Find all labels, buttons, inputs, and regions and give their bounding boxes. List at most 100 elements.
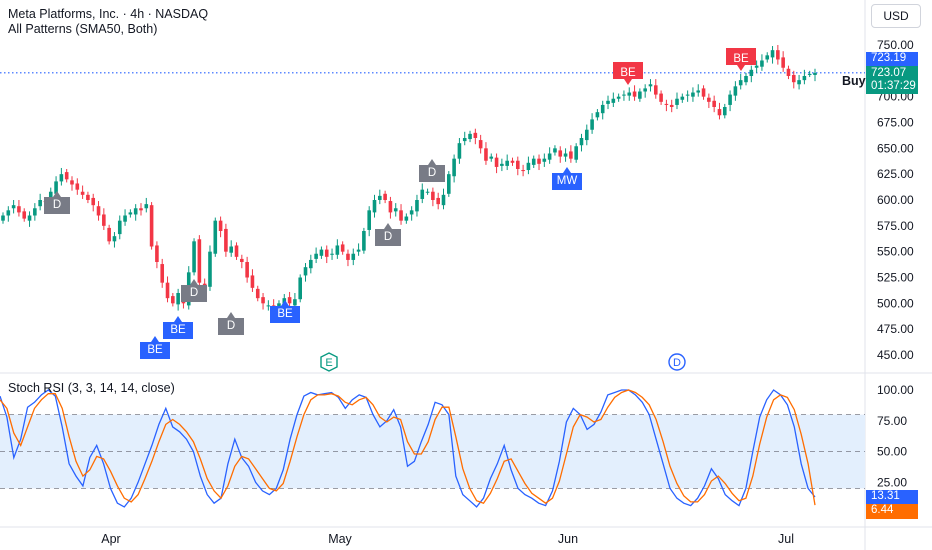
candle-body — [144, 204, 149, 209]
candle-body — [807, 73, 812, 75]
pattern-label-shape — [419, 159, 445, 182]
candle-body — [250, 275, 255, 288]
candle-body — [791, 74, 796, 83]
candle-body — [335, 245, 340, 255]
candle-body — [802, 76, 807, 81]
countdown-value: 01:37:29 — [871, 80, 916, 92]
candle-body — [367, 210, 371, 230]
pattern-label[interactable]: D — [419, 159, 445, 182]
candle-body — [340, 244, 345, 252]
rsi-title[interactable]: Stoch RSI (3, 3, 14, 14, close) — [8, 381, 175, 395]
candle-body — [813, 72, 817, 75]
dividend-marker[interactable]: D — [668, 353, 686, 371]
earnings-icon — [320, 352, 338, 372]
pattern-label[interactable]: D — [375, 223, 401, 246]
candle-body — [319, 249, 324, 256]
candle-body — [547, 153, 552, 160]
candle-body — [255, 288, 260, 299]
candle-body — [33, 208, 37, 216]
candle-body — [155, 245, 159, 262]
candle-body — [441, 194, 446, 206]
candle-body — [346, 253, 350, 260]
pattern-label-text: D — [53, 199, 61, 211]
candle-body — [160, 264, 165, 283]
pattern-label-shape — [44, 191, 70, 214]
candle-body — [712, 100, 716, 107]
candle-body — [11, 205, 16, 209]
pattern-label-text: BE — [147, 344, 163, 356]
pattern-label[interactable]: BE — [613, 62, 643, 85]
pattern-label[interactable]: BE — [163, 316, 193, 339]
pattern-label-shape — [726, 48, 756, 71]
pattern-label-shape — [218, 312, 244, 335]
pattern-label[interactable]: D — [181, 279, 207, 302]
candle-body — [436, 197, 440, 205]
candle-body — [330, 253, 334, 255]
price-axis-label: 500.00 — [877, 296, 914, 310]
buy-label: Buy — [842, 74, 866, 88]
candle-body — [123, 215, 127, 222]
candle-body — [553, 148, 557, 153]
candle-body — [595, 112, 600, 118]
candle-body — [447, 174, 451, 194]
rsi-axis-label: 75.00 — [877, 414, 907, 428]
candle-body — [133, 208, 138, 215]
pattern-label-text: MW — [557, 175, 578, 187]
pattern-label-text: D — [384, 231, 392, 243]
candle-body — [622, 94, 626, 96]
candle-body — [558, 150, 563, 157]
candle-body — [648, 84, 653, 87]
pattern-label-text: D — [190, 287, 198, 299]
candle-body — [744, 76, 748, 83]
rsi-axis-group: 100.00 75.00 50.00 25.00 — [877, 383, 914, 489]
pattern-label[interactable]: BE — [140, 336, 170, 359]
candle-body — [627, 92, 632, 96]
candle-body — [457, 143, 462, 159]
pattern-label[interactable]: MW — [552, 167, 582, 190]
high-price-tag: 723.19 — [866, 52, 918, 67]
candle-body — [505, 160, 509, 166]
last-price-value: 723.07 — [871, 67, 907, 79]
candle-body — [484, 148, 488, 161]
candle-body — [733, 86, 738, 96]
rsi-axis-label: 25.00 — [877, 475, 907, 489]
pattern-label[interactable]: D — [218, 312, 244, 335]
candle-body — [738, 80, 743, 86]
pattern-label[interactable]: BE — [270, 300, 300, 323]
candle-body — [6, 210, 11, 216]
candle-body — [399, 210, 403, 221]
candle-body — [510, 160, 515, 163]
candle-body — [362, 231, 366, 251]
price-axis-label: 550.00 — [877, 245, 914, 259]
currency-button[interactable]: USD — [871, 4, 921, 28]
candle-body — [314, 253, 318, 259]
pattern-label[interactable]: BE — [726, 48, 756, 71]
candle-body — [388, 201, 393, 213]
candle-body — [17, 206, 21, 213]
candle-body — [165, 282, 170, 299]
candle-body — [261, 297, 265, 304]
candle-body — [669, 104, 674, 107]
earnings-marker[interactable]: E — [320, 352, 338, 372]
candle-body — [569, 151, 573, 159]
candle-body — [208, 251, 212, 287]
candle-body — [537, 158, 541, 164]
pattern-label[interactable]: D — [44, 191, 70, 214]
symbol-title[interactable]: Meta Platforms, Inc. · 4h · NASDAQ — [8, 7, 209, 21]
candle-body — [420, 189, 425, 199]
candle-body — [409, 210, 414, 215]
candle-body — [171, 296, 175, 304]
pattern-label-text: BE — [733, 53, 749, 65]
candle-body — [48, 191, 53, 202]
candle-body — [680, 96, 685, 100]
candle-body — [287, 297, 292, 304]
price-axis-label: 650.00 — [877, 141, 914, 155]
candle-body — [797, 80, 801, 85]
candle-body — [324, 249, 329, 257]
candle-body — [107, 227, 111, 242]
indicator-title[interactable]: All Patterns (SMA50, Both) — [8, 22, 158, 36]
pattern-label-text: D — [428, 167, 436, 179]
pattern-labels-group[interactable]: D BE BE D D BE D D MW BE BE — [44, 48, 756, 359]
